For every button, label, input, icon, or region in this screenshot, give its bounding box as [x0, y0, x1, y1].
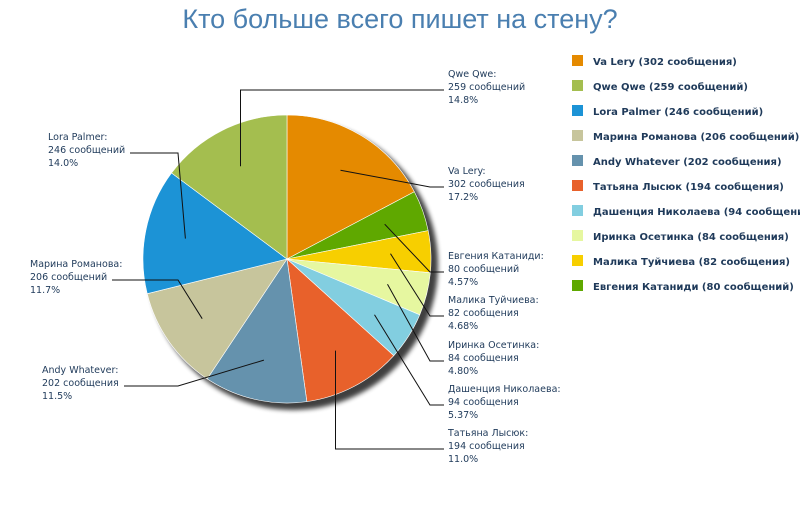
leader-line-0 — [340, 169, 444, 188]
slice-label-3-name: Иринка Осетинка: — [448, 340, 539, 351]
legend-entry-8[interactable]: Малика Туйчиева (82 сообщения) — [593, 256, 790, 268]
legend-swatch-1 — [572, 80, 583, 91]
legend-swatch-0 — [572, 55, 583, 66]
leader-line-9 — [240, 89, 444, 167]
legend-swatch-5 — [572, 180, 583, 191]
legend-swatch-7 — [572, 230, 583, 241]
slice-label-7-name: Марина Романова: — [30, 259, 122, 270]
leader-line-6 — [124, 359, 265, 387]
slice-label-2-percent_text: 4.68% — [448, 321, 478, 332]
legend-swatch-3 — [572, 130, 583, 141]
slice-label-8-count_text: 246 сообщений — [48, 145, 125, 156]
slice-label-8-percent_text: 14.0% — [48, 158, 78, 169]
slice-label-0-name: Va Lery: — [448, 166, 486, 177]
legend-swatch-6 — [572, 205, 583, 216]
slice-label-3-percent_text: 4.80% — [448, 366, 478, 377]
slice-label-5-percent_text: 11.0% — [448, 454, 478, 465]
slice-label-4-name: Дашенция Николаева: — [448, 384, 561, 395]
legend-entry-7[interactable]: Иринка Осетинка (84 сообщения) — [593, 231, 789, 243]
slice-label-2-count_text: 82 сообщения — [448, 308, 519, 319]
legend-entry-5[interactable]: Татьяна Лысюк (194 сообщения) — [593, 181, 784, 193]
pie-slice-0[interactable] — [286, 114, 415, 260]
leader-line-7 — [112, 279, 203, 319]
legend-swatch-2 — [572, 105, 583, 116]
pie-slice-5[interactable] — [286, 258, 395, 402]
slice-label-4-percent_text: 5.37% — [448, 410, 478, 421]
slice-label-9-name: Qwe Qwe: — [448, 69, 496, 80]
slice-label-6-name: Andy Whatever: — [42, 365, 118, 376]
legend-entry-4[interactable]: Andy Whatever (202 сообщения) — [593, 156, 782, 168]
slice-label-9-percent_text: 14.8% — [448, 95, 478, 106]
slice-label-0-count_text: 302 сообщения — [448, 179, 525, 190]
slice-label-0-percent_text: 17.2% — [448, 192, 478, 203]
slice-label-5-name: Татьяна Лысюк: — [447, 428, 528, 439]
slice-label-7-count_text: 206 сообщений — [30, 272, 107, 283]
leader-line-5 — [335, 350, 444, 450]
leader-line-8 — [130, 152, 186, 239]
leader-line-1 — [384, 223, 444, 273]
legend-entry-6[interactable]: Дашенция Николаева (94 сообщения) — [593, 206, 800, 218]
slice-label-1-name: Евгения Катаниди: — [448, 251, 544, 262]
pie-slice-7[interactable] — [146, 258, 288, 380]
legend-swatch-8 — [572, 255, 583, 266]
legend-entry-0[interactable]: Va Lery (302 сообщения) — [593, 56, 737, 68]
legend-swatch-4 — [572, 155, 583, 166]
pie-slice-6[interactable] — [206, 258, 308, 404]
legend-entry-3[interactable]: Марина Романова (206 сообщений) — [593, 131, 799, 143]
leader-line-2 — [390, 253, 444, 317]
legend-entry-1[interactable]: Qwe Qwe (259 сообщений) — [593, 81, 748, 93]
legend-swatch-9 — [572, 280, 583, 291]
slice-label-3-count_text: 84 сообщения — [448, 353, 519, 364]
slice-label-8-name: Lora Palmer: — [48, 132, 108, 143]
slice-label-7-percent_text: 11.7% — [30, 285, 60, 296]
slice-label-1-count_text: 80 сообщений — [448, 264, 519, 275]
slice-label-4-count_text: 94 сообщения — [448, 397, 519, 408]
slice-label-2-name: Малика Туйчиева: — [448, 295, 539, 306]
pie-slice-9[interactable] — [171, 114, 288, 260]
slice-label-1-percent_text: 4.57% — [448, 277, 478, 288]
leader-line-3 — [387, 284, 444, 362]
leader-line-4 — [374, 314, 444, 406]
legend-entry-2[interactable]: Lora Palmer (246 сообщений) — [593, 106, 763, 118]
slice-label-6-count_text: 202 сообщения — [42, 378, 119, 389]
pie-slice-8[interactable] — [142, 172, 288, 295]
chart-title: Кто больше всего пишет на стену? — [182, 4, 618, 34]
slice-label-6-percent_text: 11.5% — [42, 391, 72, 402]
slice-label-5-count_text: 194 сообщения — [448, 441, 525, 452]
slice-label-9-count_text: 259 сообщений — [448, 82, 525, 93]
legend-entry-9[interactable]: Евгения Катаниди (80 сообщений) — [593, 281, 794, 293]
